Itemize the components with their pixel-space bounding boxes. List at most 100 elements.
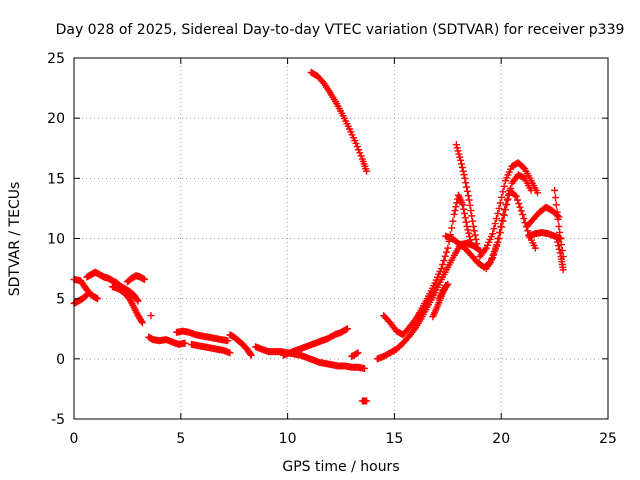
data-point [470, 227, 478, 235]
data-point [138, 319, 146, 327]
data-point [498, 193, 506, 201]
data-point [517, 207, 525, 215]
x-tick-label: 10 [279, 431, 297, 447]
data-point [555, 245, 563, 253]
data-point [450, 210, 458, 218]
data-point [224, 337, 232, 345]
data-point [489, 254, 497, 262]
data-point [354, 349, 362, 357]
series-sat-e [123, 272, 148, 286]
x-tick-label: 5 [176, 431, 185, 447]
data-point [437, 265, 445, 273]
data-point [493, 215, 501, 223]
data-point [496, 199, 504, 207]
y-tick-label: 0 [56, 352, 65, 368]
y-tick-label: 15 [47, 171, 65, 187]
data-point [247, 351, 255, 359]
data-point [462, 179, 470, 187]
data-point [460, 205, 468, 213]
data-point [552, 201, 560, 209]
data-point [342, 325, 350, 333]
data-point [466, 201, 474, 209]
y-tick-label: 10 [47, 232, 65, 248]
data-point [531, 244, 539, 252]
data-point [455, 150, 463, 158]
data-point [553, 235, 561, 242]
data-point [459, 201, 467, 209]
data-point [457, 156, 465, 164]
y-tick-labels: -5 0 5 10 15 20 25 [47, 51, 65, 428]
data-point [490, 225, 498, 233]
data-point [462, 218, 470, 226]
data-point [461, 174, 469, 182]
series-sat-n [358, 397, 371, 405]
data-point [498, 223, 506, 231]
data-point [501, 206, 509, 214]
data-point [469, 222, 477, 230]
data-point [554, 238, 562, 246]
series-sat-l [279, 325, 351, 359]
series-sat-o [348, 349, 362, 360]
data-point [343, 325, 351, 333]
data-point [504, 195, 512, 203]
data-point [473, 240, 481, 248]
data-point [459, 167, 467, 175]
data-point [475, 246, 483, 254]
data-point [363, 397, 371, 405]
data-point [494, 238, 502, 246]
data-point [491, 246, 499, 254]
data-point [463, 183, 471, 191]
x-tick-label: 20 [492, 431, 510, 447]
data-point [451, 207, 459, 215]
series-sat-i [187, 340, 234, 357]
data-point [134, 297, 142, 305]
data-point [457, 160, 465, 168]
y-tick-label: 5 [56, 292, 65, 308]
y-tick-label: -5 [51, 412, 65, 428]
data-point [495, 235, 503, 242]
data-point [496, 229, 504, 237]
data-point [246, 350, 254, 358]
data-point [360, 364, 368, 372]
series-sat-m [307, 68, 371, 175]
data-point [511, 191, 519, 199]
data-point [463, 222, 471, 230]
data-point [466, 233, 474, 241]
data-point [356, 149, 364, 157]
data-point [353, 143, 361, 151]
data-point [357, 152, 365, 160]
data-point [554, 215, 562, 223]
data-point [503, 200, 511, 208]
data-point [464, 192, 472, 200]
series-sat-s [435, 280, 452, 303]
data-point [452, 203, 460, 211]
data-point [452, 141, 460, 149]
data-point [147, 312, 155, 320]
data-point [551, 186, 559, 194]
data-point [500, 211, 508, 219]
data-point [439, 260, 447, 268]
data-point [82, 292, 90, 300]
axis-ticks [73, 57, 609, 420]
data-point [460, 209, 468, 217]
data-point [491, 220, 499, 228]
data-point [181, 339, 189, 347]
data-point [443, 281, 451, 289]
data-point [133, 296, 141, 304]
data-point [469, 217, 477, 225]
data-point [519, 210, 527, 218]
data-point [448, 224, 456, 232]
data-point [471, 231, 479, 239]
x-tick-label: 25 [599, 431, 617, 447]
data-point [454, 147, 462, 155]
data-point [467, 207, 475, 215]
data-point [440, 256, 448, 264]
data-point [444, 280, 452, 288]
data-point [93, 295, 101, 303]
data-point [499, 217, 507, 225]
series-sat-h [173, 327, 232, 345]
series-sat-k [252, 343, 368, 372]
data-point [444, 244, 452, 252]
data-point [494, 209, 502, 217]
